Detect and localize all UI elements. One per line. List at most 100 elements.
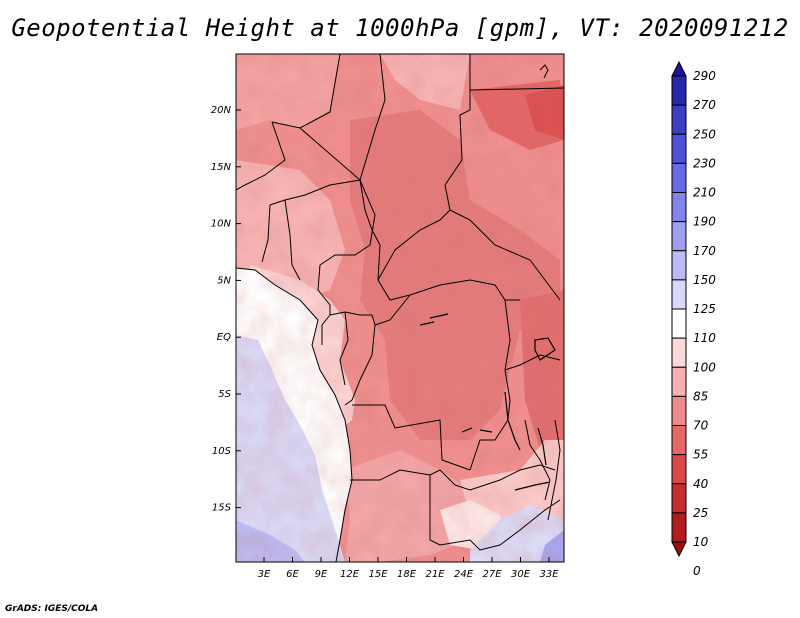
colorbar-label: 150 (693, 273, 716, 287)
colorbar-segment (671, 395, 687, 426)
map-panel (236, 54, 564, 562)
longitude-labels: 3E 6E 9E 12E 15E 18E 21E 24E 27E 30E 33E (258, 569, 560, 580)
lakes (419, 313, 556, 491)
border-botswana (429, 475, 501, 551)
lake-fragment-4 (461, 427, 473, 433)
colorbar-segment (671, 192, 687, 223)
grads-credit: GrADS: IGES/COLA (5, 604, 99, 614)
colorbar-labels: 2902702502302101901701501251101008570554… (693, 69, 716, 578)
colorbar-segment (671, 104, 687, 135)
lon-label: 30E (511, 569, 531, 580)
colorbar-label: 110 (693, 331, 716, 345)
border-niger-libya (359, 54, 386, 231)
border-nigeria-west (284, 199, 301, 281)
lat-label: 15S (212, 503, 232, 514)
colorbar-segment (671, 483, 687, 514)
chart-title: Geopotential Height at 1000hPa [gpm], VT… (11, 14, 789, 42)
lon-label: 33E (539, 569, 559, 580)
colorbar-label: 190 (693, 215, 716, 229)
border-angola-namibia (350, 469, 441, 481)
country-borders (236, 54, 564, 562)
lon-label: 27E (482, 569, 502, 580)
lon-label: 21E (425, 569, 445, 580)
colorbar-label: 170 (693, 244, 716, 258)
colorbar-segment (671, 308, 687, 339)
lake-fragment-1 (429, 313, 449, 319)
border-car-drc (409, 279, 520, 301)
map-frame (235, 53, 565, 563)
colorbar-label: 270 (693, 98, 716, 112)
lon-label: 6E (286, 569, 299, 580)
lon-label: 3E (258, 569, 271, 580)
colorbar-label: 250 (693, 127, 716, 141)
colorbar-label: 25 (693, 506, 708, 520)
lake-tanganyika (504, 391, 521, 451)
lat-label: EQ (217, 332, 231, 343)
border-south-sudan (449, 209, 561, 301)
colorbar-label: 10 (693, 535, 709, 549)
colorbar-segment (671, 221, 687, 252)
lon-label: 9E (315, 569, 328, 580)
colorbar-label: 230 (693, 156, 716, 170)
border-congo-north (344, 294, 411, 326)
colorbar-segment (671, 75, 687, 106)
colorbar-top-arrow (671, 60, 687, 77)
axis-ticks (236, 109, 550, 562)
colorbar-label: 40 (693, 477, 709, 491)
colorbar-segment (671, 279, 687, 310)
border-gabon (321, 314, 331, 345)
colorbar-segment (671, 133, 687, 164)
lat-label: 5S (218, 389, 231, 400)
lake-fragment-2 (419, 321, 435, 326)
border-cameroon-south (317, 289, 346, 316)
border-nigeria-cameroon (317, 179, 376, 291)
colorbar-label: 100 (693, 360, 716, 374)
lon-label: 24E (454, 569, 474, 580)
colorbar-segment (671, 250, 687, 281)
border-angola-drc (352, 404, 471, 471)
lon-label: 15E (368, 569, 388, 580)
lon-label: 12E (340, 569, 360, 580)
colorbar-label: 290 (693, 69, 716, 83)
border-algeria-mali (271, 54, 341, 129)
colorbar (671, 60, 687, 558)
lake-victoria (534, 337, 556, 361)
colorbar-label: 85 (693, 389, 708, 403)
border-mali-burkina (236, 121, 286, 191)
colorbar-segment (671, 425, 687, 456)
colorbar-segment (671, 366, 687, 397)
border-gabon-congo (339, 311, 349, 386)
border-malawi (524, 419, 551, 501)
border-libya-sudan (444, 54, 471, 211)
border-niger-nigeria (269, 127, 362, 206)
border-zambia-zimbabwe (439, 464, 556, 491)
lake-fragment-3 (479, 429, 493, 433)
colorbar-label: 70 (693, 419, 709, 433)
colorbar-segment (671, 337, 687, 368)
colorbar-bottom-arrow (671, 541, 687, 558)
lat-label: 15N (211, 162, 232, 173)
latitude-labels: 20N 15N 10N 5N EQ 5S 10S 15S (211, 105, 232, 514)
colorbar-label: 0 (693, 564, 701, 578)
lat-label: 10N (211, 219, 232, 230)
border-uganda-tanzania (504, 354, 561, 371)
nile-delta (539, 64, 549, 79)
border-drc-east (469, 299, 511, 471)
colorbar-segment (671, 162, 687, 193)
border-chad-sudan (377, 209, 451, 281)
border-mozambique-east (547, 419, 561, 521)
lat-label: 5N (217, 275, 231, 286)
colorbar-label: 125 (693, 302, 716, 316)
lake-malawi (537, 427, 547, 466)
lat-label: 10S (212, 446, 232, 457)
west-coastline (236, 267, 353, 562)
border-benin (261, 204, 271, 263)
colorbar-segment (671, 454, 687, 485)
border-congo-drc (344, 324, 376, 406)
colorbar-label: 210 (693, 186, 716, 200)
border-egypt (469, 87, 564, 91)
lon-label: 18E (397, 569, 417, 580)
border-zimbabwe-mozambique (499, 499, 561, 546)
lat-label: 20N (211, 105, 232, 116)
